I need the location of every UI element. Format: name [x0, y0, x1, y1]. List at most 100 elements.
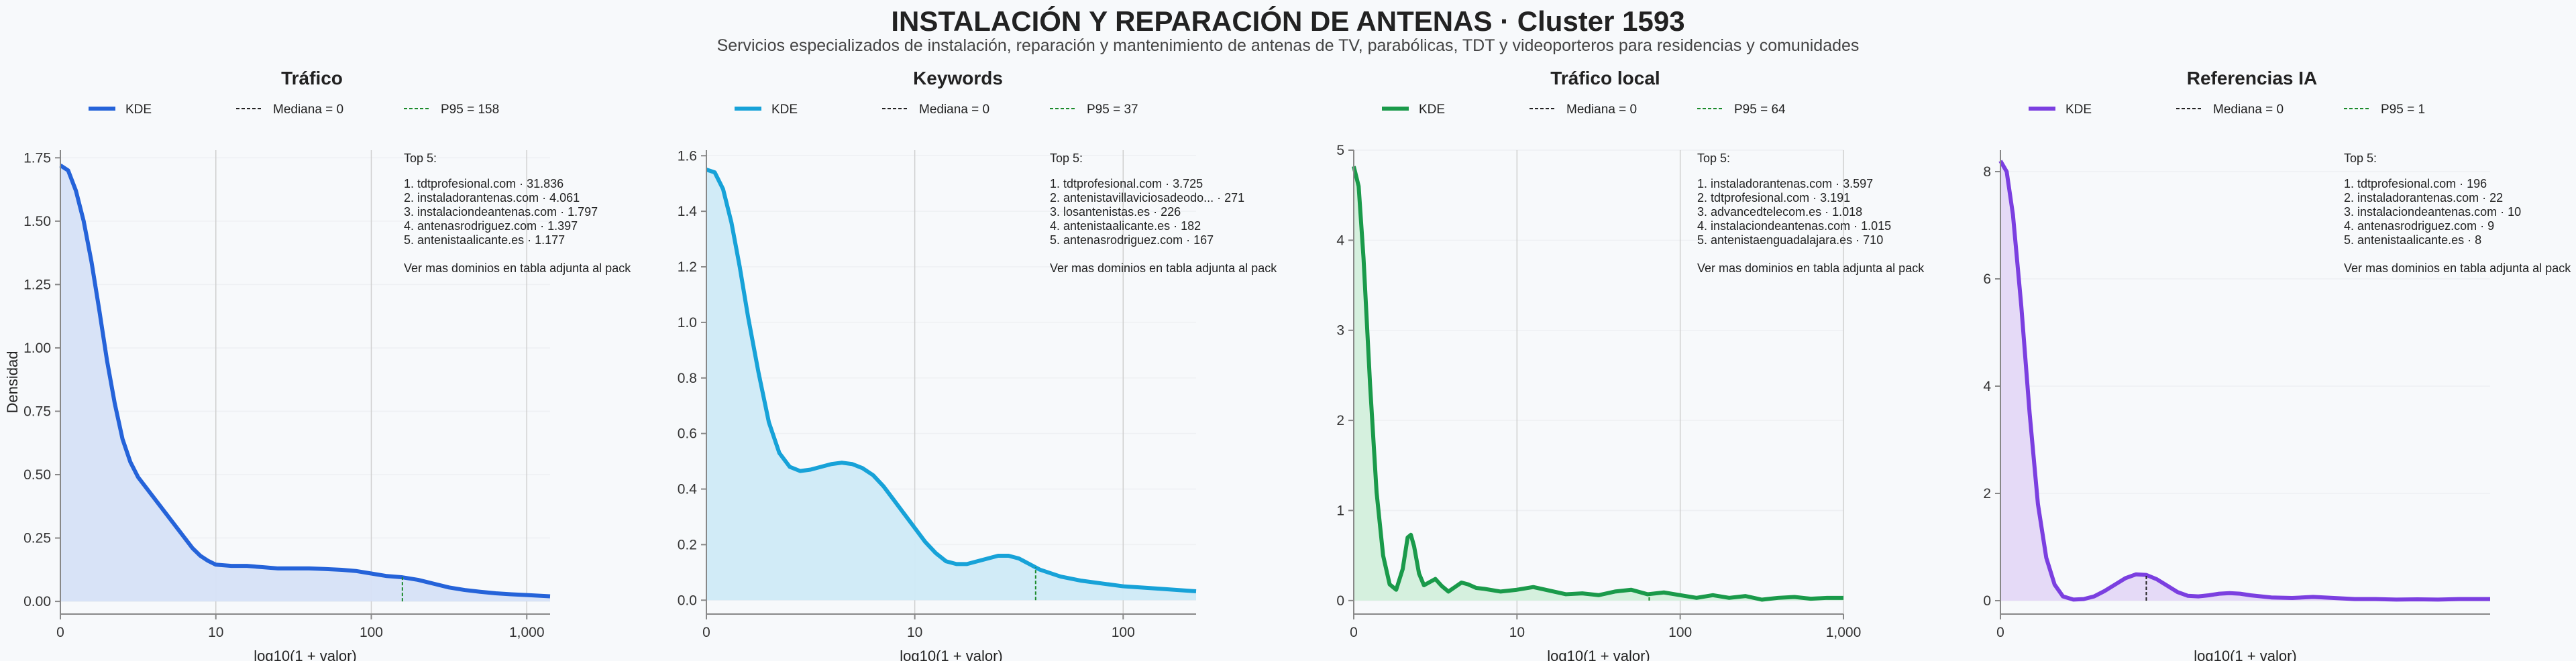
x-axis-label: log10(1 + valor): [1547, 648, 1650, 661]
top5-item: 5. antenistaalicante.es · 8: [2344, 233, 2481, 247]
y-tick-label: 5: [1336, 143, 1344, 158]
x-tick-label: 100: [1112, 625, 1135, 640]
top5-footnote: Ver mas dominios en tabla adjunta al pac…: [2344, 261, 2571, 275]
kde-curve: [706, 168, 1197, 594]
top5-item: 5. antenistaalicante.es · 1.177: [404, 233, 565, 247]
x-tick-label: 0: [1350, 625, 1358, 640]
y-tick-label: 3: [1336, 323, 1344, 339]
top5-item: 3. advancedtelecom.es · 1.018: [1697, 205, 1862, 219]
x-tick-label: 0: [702, 625, 710, 640]
top5-footnote: Ver mas dominios en tabla adjunta al pac…: [404, 261, 631, 275]
top5-title: Top 5:: [404, 152, 437, 165]
x-axis-label: log10(1 + valor): [2194, 648, 2296, 661]
top5-item: 1. tdtprofesional.com · 196: [2344, 177, 2487, 190]
y-tick-label: 1.25: [23, 277, 51, 292]
legend-median-label: Mediana = 0: [1566, 103, 1637, 117]
y-tick-label: 1.75: [23, 150, 51, 166]
top5-title: Top 5:: [1050, 152, 1083, 165]
y-tick-label: 1.6: [678, 148, 697, 164]
top5-item: 4. antenistaalicante.es · 182: [1050, 219, 1201, 233]
y-tick-label: 1.00: [23, 341, 51, 356]
y-tick-label: 0.6: [678, 426, 697, 442]
y-tick-label: 0.25: [23, 531, 51, 546]
y-tick-label: 4: [1336, 233, 1344, 248]
y-tick-label: 1: [1336, 503, 1344, 518]
x-tick-label: 10: [907, 625, 922, 640]
x-tick-label: 0: [1996, 625, 2004, 640]
y-tick-label: 0.4: [678, 482, 698, 497]
top5-item: 2. tdtprofesional.com · 3.191: [1697, 191, 1850, 204]
y-tick-label: 2: [1336, 413, 1344, 428]
x-tick-label: 10: [208, 625, 223, 640]
x-tick-label: 10: [1509, 625, 1525, 640]
top5-item: 2. instaladorantenas.com · 22: [2344, 191, 2503, 204]
x-tick-label: 0: [56, 625, 64, 640]
page-subtitle: Servicios especializados de instalación,…: [716, 36, 1860, 55]
y-tick-label: 0.75: [23, 404, 51, 419]
y-axis-label: Densidad: [4, 351, 21, 414]
top5-footnote: Ver mas dominios en tabla adjunta al pac…: [1697, 261, 1925, 275]
page-title: INSTALACIÓN Y REPARACIÓN DE ANTENAS · Cl…: [891, 5, 1685, 37]
x-tick-label: 1,000: [1826, 625, 1862, 640]
y-tick-label: 1.2: [678, 259, 697, 275]
x-tick-label: 100: [1668, 625, 1692, 640]
legend-median-label: Mediana = 0: [2213, 103, 2284, 117]
y-tick-label: 0.2: [678, 537, 697, 552]
x-axis-label: log10(1 + valor): [254, 648, 356, 661]
kde-curve: [1998, 160, 2490, 602]
top5-item: 3. losantenistas.es · 226: [1050, 205, 1181, 219]
legend-kde-label: KDE: [2065, 103, 2092, 117]
y-tick-label: 1.50: [23, 214, 51, 229]
x-axis-label: log10(1 + valor): [900, 648, 1002, 661]
top5-footnote: Ver mas dominios en tabla adjunta al pac…: [1050, 261, 1277, 275]
y-tick-label: 0.8: [678, 371, 697, 386]
y-tick-label: 0: [1336, 593, 1344, 609]
legend: KDE Mediana = 0 P95 = 37: [735, 103, 1138, 117]
top5-item: 3. instalaciondeantenas.com · 10: [2344, 205, 2521, 219]
top5-item: 1. tdtprofesional.com · 3.725: [1050, 177, 1203, 190]
legend-p95-label: P95 = 64: [1734, 103, 1786, 117]
chart-title: Referencias IA: [2187, 68, 2318, 88]
x-tick-label: 100: [360, 625, 383, 640]
top5-item: 2. instaladorantenas.com · 4.061: [404, 191, 580, 204]
chart-title: Keywords: [913, 68, 1003, 88]
chart-panel-3: Tráfico local KDE Mediana = 0 P95 = 64 0 1 2 3 4…: [1336, 68, 1925, 661]
y-tick-label: 0: [1983, 593, 1991, 609]
y-tick-label: 0.0: [678, 593, 697, 608]
y-tick-label: 1.4: [678, 204, 698, 219]
y-tick-label: 8: [1983, 164, 1991, 180]
legend-kde-label: KDE: [125, 103, 152, 117]
top5-item: 1. tdtprofesional.com · 31.836: [404, 177, 564, 190]
chart-panel-2: Keywords KDE Mediana = 0 P95 = 37 0.0 0.2 0.4 0…: [678, 68, 1277, 661]
kde-area: [60, 165, 550, 602]
legend-median-label: Mediana = 0: [919, 103, 989, 117]
y-tick-label: 6: [1983, 272, 1991, 287]
top5-item: 3. instalaciondeantenas.com · 1.797: [404, 205, 598, 219]
kde-curve: [1352, 166, 1843, 602]
kde-area: [706, 170, 1196, 601]
chart-title: Tráfico local: [1550, 68, 1660, 88]
legend-median-label: Mediana = 0: [273, 103, 343, 117]
top5-item: 5. antenistaenguadalajara.es · 710: [1697, 233, 1883, 247]
legend: KDE Mediana = 0 P95 = 1: [2029, 103, 2425, 117]
legend-kde-label: KDE: [771, 103, 798, 117]
chart-panel-4: Referencias IA KDE Mediana = 0 P95 = 1 0 2 4 6 8…: [1983, 68, 2571, 661]
legend: KDE Mediana = 0 P95 = 158: [89, 103, 499, 117]
legend-p95-label: P95 = 37: [1087, 103, 1138, 117]
top5-item: 1. instaladorantenas.com · 3.597: [1697, 177, 1873, 190]
y-tick-label: 0.50: [23, 467, 51, 483]
chart-title: Tráfico: [281, 68, 343, 88]
y-tick-label: 0.00: [23, 594, 51, 609]
kde-curve: [59, 164, 551, 599]
y-tick-label: 4: [1983, 379, 1991, 394]
top5-title: Top 5:: [1697, 152, 1730, 165]
chart-panel-1: Tráfico KDE Mediana = 0 P95 = 158 0.00 0.25 0.…: [4, 68, 631, 661]
top5-item: 2. antenistavillaviciosadeodo... · 271: [1050, 191, 1244, 204]
legend: KDE Mediana = 0 P95 = 64: [1382, 103, 1786, 117]
top5-item: 4. antenasrodriguez.com · 9: [2344, 219, 2494, 233]
legend-p95-label: P95 = 1: [2381, 103, 2425, 117]
y-tick-label: 2: [1983, 486, 1991, 501]
top5-item: 4. instalaciondeantenas.com · 1.015: [1697, 219, 1891, 233]
legend-kde-label: KDE: [1419, 103, 1445, 117]
legend-p95-label: P95 = 158: [441, 103, 499, 117]
